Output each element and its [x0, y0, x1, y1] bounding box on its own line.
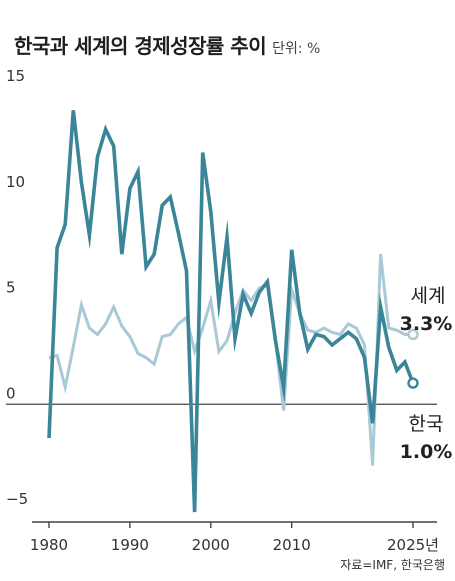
series-label-korea: 한국	[409, 413, 444, 435]
series-value-world: 3.3%	[400, 313, 453, 335]
y-tick-label: 15	[6, 67, 25, 85]
y-tick-label: 5	[6, 279, 16, 297]
series-line-world	[48, 253, 413, 466]
chart-header: 한국과 세계의 경제성장률 추이 단위: %	[14, 30, 320, 59]
chart-title: 한국과 세계의 경제성장률 추이	[14, 34, 267, 58]
series-value-korea: 1.0%	[400, 441, 453, 463]
y-tick-label: 0	[6, 384, 16, 402]
x-tick-label: 1990	[111, 536, 149, 554]
source-note: 자료=IMF, 한국은행	[340, 558, 445, 572]
unit-label: 단위: %	[272, 41, 321, 57]
x-tick-label: 2025년	[387, 536, 439, 554]
x-tick-label: 2010	[273, 536, 311, 554]
end-marker-korea	[407, 377, 419, 389]
end-marker-world	[407, 328, 419, 341]
series-line-korea	[47, 110, 415, 513]
x-tick-label: 2000	[192, 536, 230, 554]
x-tick-label: 1980	[30, 536, 68, 554]
series-label-world: 세계	[411, 285, 446, 307]
y-tick-label: 10	[6, 173, 25, 191]
y-tick-label: −5	[6, 490, 28, 508]
